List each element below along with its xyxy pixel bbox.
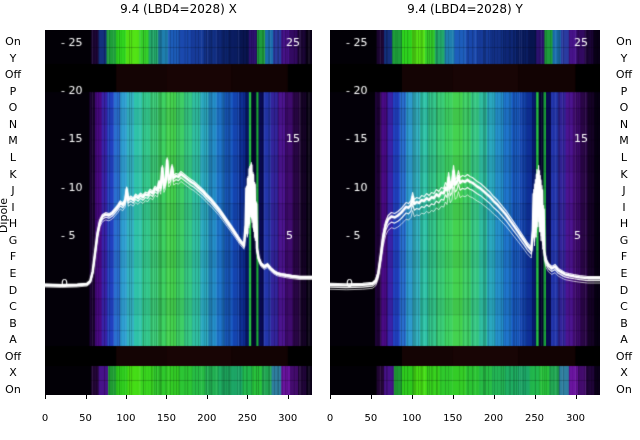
x-tick-label: 100 [402,413,422,424]
channel-label: J [622,184,626,198]
channel-labels-left: On Y Off P O N M L K J I H G F E D C B A Off X On [0,30,26,396]
x-tick-mark [287,395,289,399]
x-tick-mark [370,395,372,399]
x-tick-label: 100 [116,413,136,424]
channel-label: J [11,184,15,198]
x-tick-label: 150 [156,413,176,424]
channel-label: C [620,300,628,314]
channel-label: N [619,117,629,131]
x-tick-label: 0 [41,413,49,424]
channel-label: M [619,134,629,148]
channel-label: Off [615,68,633,82]
channel-label: E [9,267,17,280]
x-tick-mark [125,395,127,399]
channel-label: H [619,217,629,231]
channel-label: F [620,250,628,264]
channel-label: O [8,101,18,115]
x-tick-label: 300 [278,413,298,424]
channel-label: H [8,217,18,231]
channel-label: X [620,366,628,380]
x-tick-label: 200 [484,413,504,424]
x-tick-label: 250 [237,413,257,424]
x-tick-mark [85,395,87,399]
x-tick-mark [411,395,413,399]
x-tick-label: 300 [565,413,586,424]
channel-label: Off [4,68,22,82]
channel-label: On [616,35,632,48]
x-tick-mark [247,395,249,399]
channel-label: Off [615,349,633,363]
channel-label: A [9,333,17,347]
channel-label: On [5,383,21,396]
channel-label: O [619,101,629,115]
channel-label: D [619,283,629,297]
heatmap-panel-x [45,30,312,395]
channel-label: A [620,333,628,347]
x-tick-mark [330,395,331,399]
channel-label: L [9,151,17,164]
channel-label: On [616,383,632,396]
x-tick-mark [493,395,495,399]
x-tick-label: 200 [197,413,217,424]
x-tick-label: 50 [79,413,92,424]
channel-label: C [9,300,17,314]
channel-label: B [620,316,628,330]
panel-title-x: 9.4 (LBD4=2028) X [120,2,237,16]
x-tick-mark [166,395,168,399]
heatmap-panel-y [330,30,600,395]
channel-label: K [620,167,628,181]
x-tick-mark [534,395,536,399]
channel-label: D [8,283,18,297]
x-tick-mark [452,395,454,399]
channel-label: P [620,84,628,98]
x-tick-mark [206,395,208,399]
panel-title-y: 9.4 (LBD4=2028) Y [407,2,523,16]
channel-label: I [622,200,626,214]
x-tick-mark [45,395,46,399]
channel-label: G [619,233,629,247]
channel-label: M [8,134,18,148]
channel-label: K [9,167,17,181]
channel-label: L [620,151,628,164]
channel-label: E [620,267,628,280]
channel-label: Y [620,51,628,65]
channel-label: G [8,233,18,247]
x-tick-label: 50 [364,413,378,424]
channel-label: X [9,366,17,380]
x-tick-mark [575,395,577,399]
channel-label: I [11,200,15,214]
channel-label: N [8,117,18,131]
channel-label: On [5,35,21,48]
channel-labels-right: On Y Off P O N M L K J I H G F E D C B A Off X On [611,30,637,396]
x-tick-label: 150 [443,413,463,424]
channel-label: B [9,316,17,330]
x-tick-label: 250 [524,413,545,424]
channel-label: P [9,84,17,98]
x-tick-label: 0 [326,413,334,424]
channel-label: F [9,250,17,264]
channel-label: Y [9,51,17,65]
channel-label: Off [4,349,22,363]
